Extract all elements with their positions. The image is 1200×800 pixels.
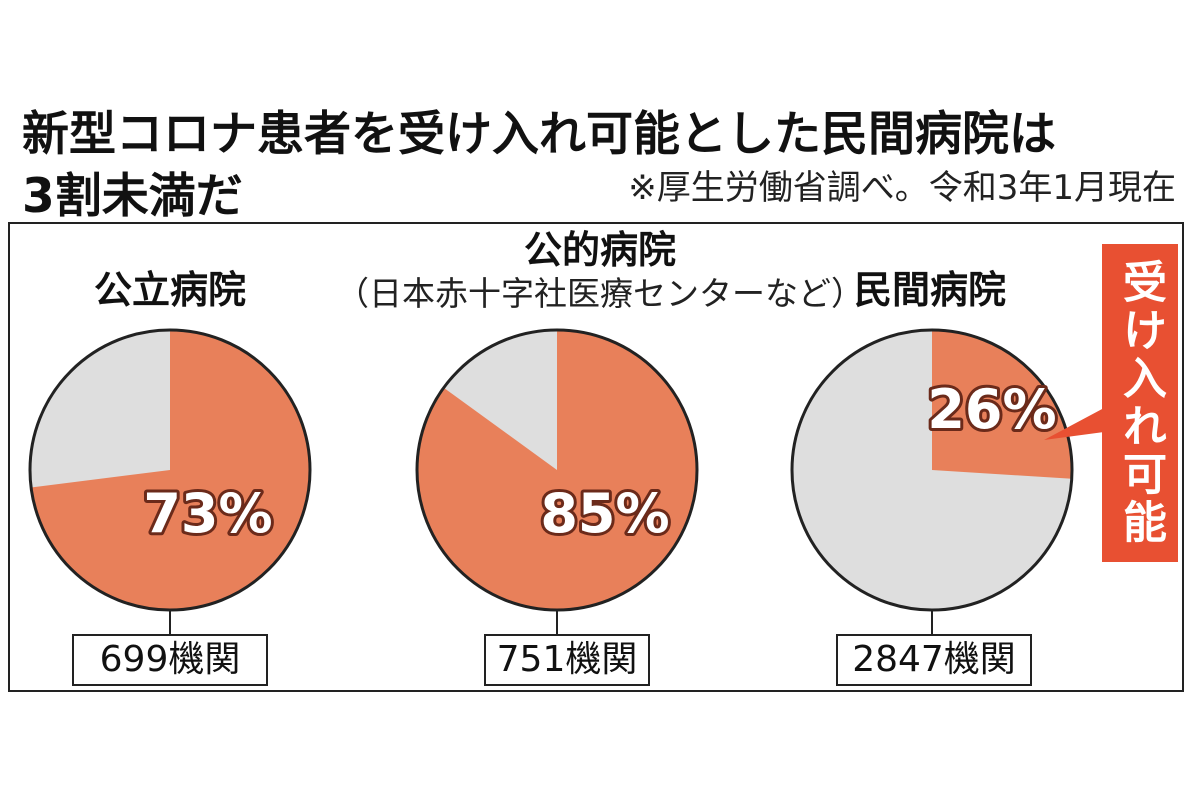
pie-3-title: 民間病院 bbox=[853, 268, 1006, 312]
pie-2-title: 公的病院 bbox=[523, 228, 676, 272]
pie-2-subtitle: （日本赤十字社医療センターなど） bbox=[336, 274, 864, 313]
pie-1-title: 公立病院 bbox=[93, 268, 246, 312]
pie-3-count: 2847機関 bbox=[836, 634, 1032, 686]
chart-heading-line-1: 新型コロナ患者を受け入れ可能とした民間病院は bbox=[22, 107, 1056, 162]
pie-3-outline bbox=[790, 328, 1074, 612]
pie-2-outline bbox=[415, 328, 699, 612]
source-note: ※厚生労働省調べ。令和3年1月現在 bbox=[628, 168, 1176, 208]
callout-accepting: 受け入れ可能 bbox=[1102, 244, 1178, 562]
pie-1-count: 699機関 bbox=[72, 634, 268, 686]
pie-3-slice-accepting bbox=[932, 330, 1072, 479]
callout-pointer bbox=[1044, 408, 1104, 440]
pie-1-slice-accepting bbox=[31, 330, 310, 611]
pie-1: 73% bbox=[28, 328, 312, 636]
pie-2-count: 751機関 bbox=[484, 634, 650, 686]
pie-2-percent-label: 85% bbox=[540, 482, 669, 545]
pie-1-outline bbox=[28, 328, 312, 612]
pie-2: 85% bbox=[415, 328, 699, 636]
pie-3-percent-label: 26% bbox=[927, 378, 1056, 441]
pie-2-slice-accepting bbox=[416, 330, 697, 610]
chart-heading-line-2: 3割未満だ bbox=[22, 169, 243, 224]
pie-3: 26% bbox=[790, 328, 1074, 636]
pie-1-percent-label: 73% bbox=[143, 482, 272, 545]
chart-frame bbox=[8, 222, 1184, 692]
chart-heading: 新型コロナ患者を受け入れ可能とした民間病院は 3割未満だ bbox=[22, 104, 1056, 228]
